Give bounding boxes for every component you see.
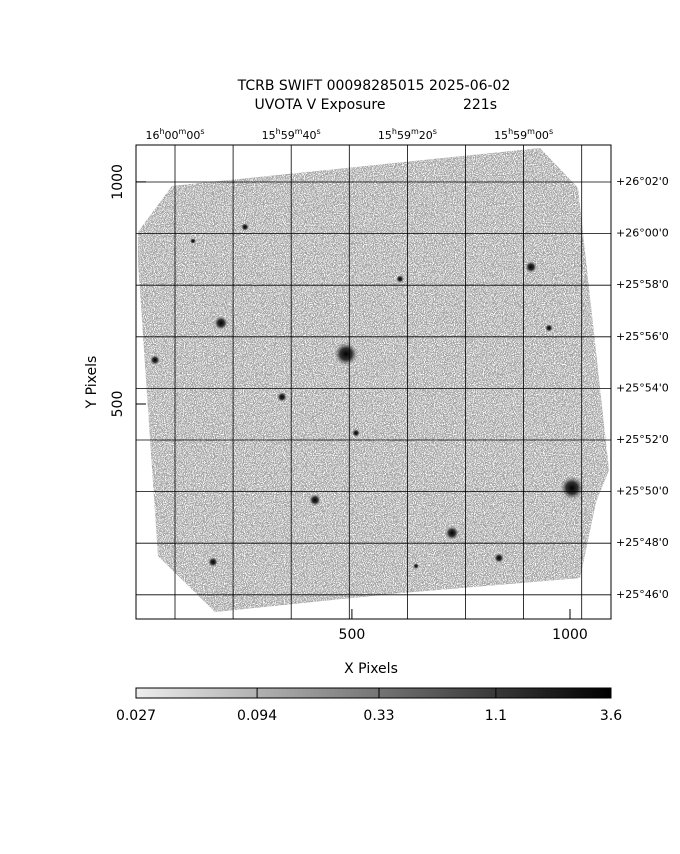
colorbar — [135, 687, 612, 699]
dec-tick-label: +25°48'0 — [616, 536, 669, 549]
y-tick-label: 1000 — [110, 164, 126, 200]
colorbar-tick-label: 1.1 — [485, 708, 507, 724]
plot-frame — [135, 144, 612, 620]
ra-tick-label: 15h59m40s — [262, 127, 321, 142]
colorbar-tick-label: 0.027 — [116, 708, 156, 724]
chart-subtitle: UVOTA V Exposure — [255, 97, 386, 113]
chart-title: TCRB SWIFT 00098285015 2025-06-02 — [237, 78, 511, 94]
exposure-time: 221s — [463, 97, 497, 113]
y-axis-label: Y Pixels — [84, 356, 100, 410]
dec-tick-label: +26°02'0 — [616, 175, 669, 188]
ra-tick-label: 15h59m00s — [494, 127, 553, 142]
colorbar-tick-label: 0.094 — [237, 708, 277, 724]
dec-tick-label: +26°00'0 — [616, 227, 669, 240]
x-tick-label: 1000 — [552, 627, 588, 643]
colorbar-tick-label: 0.33 — [363, 708, 394, 724]
exposure-image — [138, 148, 609, 612]
colorbar-tick-label: 3.6 — [600, 708, 622, 724]
dec-tick-label: +25°46'0 — [616, 588, 669, 601]
dec-tick-label: +25°58'0 — [616, 278, 669, 291]
ra-tick-label: 16h00m00s — [145, 127, 204, 142]
dec-tick-label: +25°54'0 — [616, 381, 669, 394]
dec-tick-label: +25°50'0 — [616, 485, 669, 498]
y-tick-label: 500 — [110, 391, 126, 418]
ra-tick-label: 15h59m20s — [378, 127, 437, 142]
dec-tick-label: +25°56'0 — [616, 330, 669, 343]
x-tick-label: 500 — [339, 627, 366, 643]
x-axis-label: X Pixels — [344, 661, 398, 677]
dec-tick-label: +25°52'0 — [616, 433, 669, 446]
